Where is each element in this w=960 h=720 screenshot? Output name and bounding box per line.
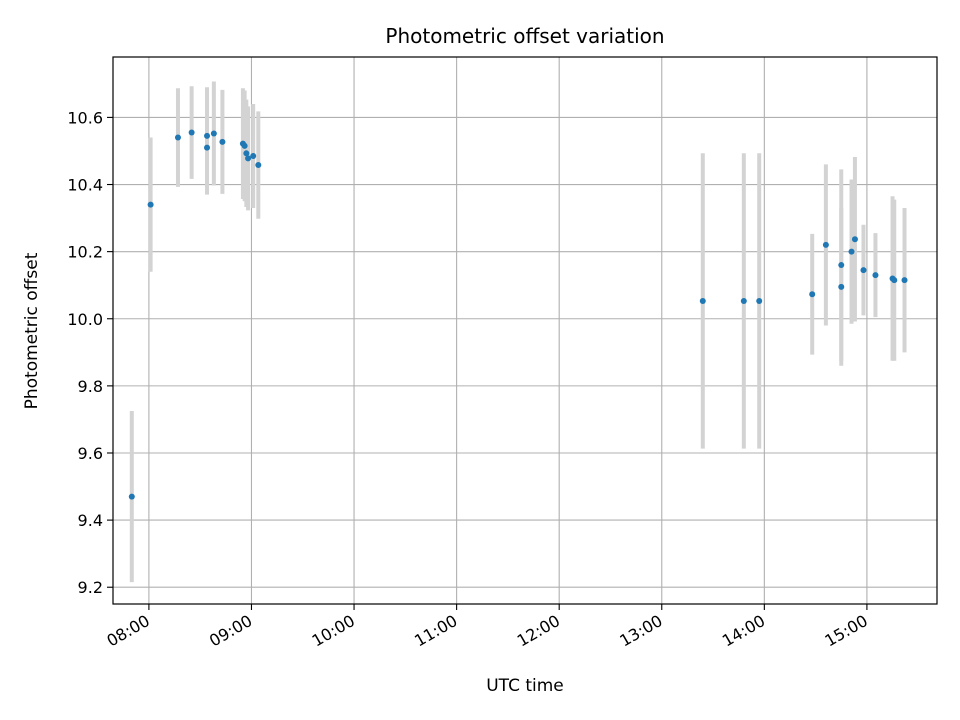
data-point xyxy=(241,142,248,149)
data-point xyxy=(243,150,250,157)
data-point xyxy=(204,144,211,151)
data-point xyxy=(210,130,217,137)
plot-frame xyxy=(112,56,938,605)
data-point xyxy=(901,277,908,284)
data-point xyxy=(174,134,181,141)
data-point xyxy=(848,248,855,255)
data-point xyxy=(756,297,763,304)
data-point xyxy=(188,129,195,136)
grid xyxy=(113,57,937,604)
y-tick-label: 10.6 xyxy=(67,108,103,127)
y-tick-label: 9.6 xyxy=(78,444,103,463)
data-point xyxy=(699,297,706,304)
y-tick-label: 10.4 xyxy=(67,176,103,195)
y-axis-label: Photometric offset xyxy=(22,252,42,409)
y-tick-label: 9.8 xyxy=(78,377,103,396)
y-tick-label: 9.2 xyxy=(78,578,103,597)
data-points xyxy=(128,129,908,500)
y-tick-label: 9.4 xyxy=(78,511,103,530)
data-point xyxy=(809,291,816,298)
y-tick-label: 10.0 xyxy=(67,310,103,329)
data-point xyxy=(838,283,845,290)
data-point xyxy=(147,201,154,208)
chart-title: Photometric offset variation xyxy=(385,24,664,48)
data-point xyxy=(740,297,747,304)
data-point xyxy=(872,272,879,279)
data-point xyxy=(860,267,867,274)
y-tick-label: 10.2 xyxy=(67,243,103,262)
data-point xyxy=(891,277,898,284)
data-point xyxy=(255,162,262,169)
data-point xyxy=(219,138,226,145)
x-axis-label: UTC time xyxy=(486,676,564,696)
data-point xyxy=(245,155,252,162)
data-point xyxy=(851,236,858,243)
data-point xyxy=(250,152,257,159)
data-point xyxy=(838,262,845,269)
data-point xyxy=(204,132,211,139)
data-point xyxy=(128,493,135,500)
data-point xyxy=(822,241,829,248)
